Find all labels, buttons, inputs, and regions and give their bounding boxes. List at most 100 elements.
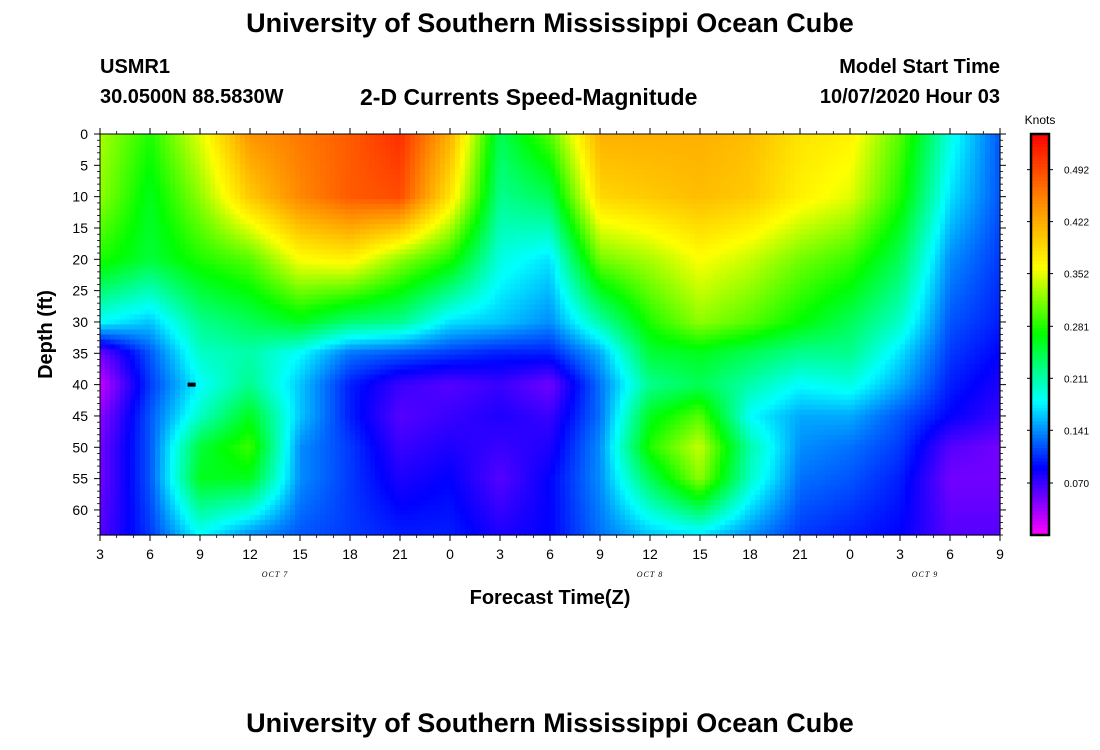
heatmap-cell (255, 229, 261, 235)
heatmap-cell (605, 164, 611, 170)
heatmap-cell (565, 189, 571, 195)
heatmap-cell (600, 179, 606, 185)
heatmap-cell (175, 189, 181, 195)
heatmap-cell (225, 179, 231, 185)
heatmap-cell (785, 144, 791, 150)
heatmap-cell (215, 169, 221, 175)
heatmap-cell (710, 264, 716, 270)
heatmap-cell (545, 159, 551, 165)
heatmap-cell (370, 224, 376, 230)
heatmap-cell (405, 134, 411, 140)
heatmap-cell (565, 194, 571, 200)
heatmap-cell (705, 134, 711, 140)
heatmap-cell (620, 164, 626, 170)
heatmap-cell (860, 164, 866, 170)
heatmap-cell (180, 229, 186, 235)
heatmap-cell (595, 214, 601, 220)
heatmap-cell (690, 179, 696, 185)
heatmap-cell (410, 189, 416, 195)
heatmap-cell (870, 244, 876, 250)
heatmap-cell (405, 184, 411, 190)
heatmap-cell (510, 179, 516, 185)
heatmap-cell (900, 184, 906, 190)
heatmap-cell (440, 234, 446, 240)
heatmap-cell (820, 164, 826, 170)
heatmap-cell (610, 149, 616, 155)
heatmap-cell (465, 139, 471, 145)
heatmap-cell (820, 249, 826, 255)
heatmap-cell (520, 199, 526, 205)
heatmap-cell (380, 184, 386, 190)
heatmap-cell (520, 219, 526, 225)
heatmap-cell (450, 139, 456, 145)
heatmap-cell (355, 204, 361, 210)
heatmap-cell (775, 239, 781, 245)
heatmap-cell (320, 224, 326, 230)
heatmap-cell (255, 144, 261, 150)
heatmap-cell (765, 224, 771, 230)
heatmap-cell (560, 269, 566, 275)
heatmap-cell (390, 194, 396, 200)
heatmap-cell (555, 254, 561, 260)
heatmap-cell (120, 234, 126, 240)
heatmap-cell (175, 199, 181, 205)
heatmap-cell (315, 214, 321, 220)
heatmap-cell (505, 229, 511, 235)
heatmap-cell (560, 139, 566, 145)
heatmap-cell (375, 154, 381, 160)
heatmap-cell (795, 219, 801, 225)
heatmap-cell (365, 249, 371, 255)
heatmap-cell (285, 239, 291, 245)
heatmap-cell (205, 269, 211, 275)
heatmap-cell (770, 214, 776, 220)
heatmap-cell (310, 224, 316, 230)
heatmap-cell (735, 269, 741, 275)
heatmap-cell (990, 249, 996, 255)
heatmap-cell (135, 184, 141, 190)
heatmap-cell (875, 164, 881, 170)
heatmap-cell (460, 159, 466, 165)
heatmap-cell (450, 249, 456, 255)
heatmap-cell (865, 184, 871, 190)
heatmap-cell (930, 134, 936, 140)
heatmap-cell (315, 149, 321, 155)
heatmap-cell (575, 154, 581, 160)
heatmap-cell (770, 244, 776, 250)
heatmap-cell (295, 134, 301, 140)
heatmap-cell (870, 189, 876, 195)
heatmap-cell (595, 259, 601, 265)
heatmap-cell (415, 144, 421, 150)
heatmap-cell (620, 169, 626, 175)
heatmap-cell (950, 179, 956, 185)
heatmap-cell (875, 219, 881, 225)
heatmap-cell (180, 144, 186, 150)
heatmap-cell (755, 154, 761, 160)
heatmap-cell (660, 134, 666, 140)
heatmap-cell (830, 239, 836, 245)
heatmap-cell (440, 249, 446, 255)
heatmap-cell (640, 224, 646, 230)
heatmap-cell (125, 154, 131, 160)
heatmap-cell (870, 194, 876, 200)
heatmap-cell (120, 254, 126, 260)
heatmap-cell (135, 264, 141, 270)
heatmap-cell (400, 239, 406, 245)
heatmap-cell (850, 259, 856, 265)
heatmap-cell (345, 164, 351, 170)
heatmap-cell (175, 169, 181, 175)
heatmap-cell (410, 174, 416, 180)
heatmap-cell (375, 169, 381, 175)
heatmap-cell (925, 194, 931, 200)
heatmap-cell (390, 149, 396, 155)
heatmap-cell (570, 199, 576, 205)
heatmap-cell (545, 234, 551, 240)
heatmap-cell (985, 169, 991, 175)
heatmap-cell (165, 234, 171, 240)
heatmap-cell (915, 144, 921, 150)
heatmap-cell (765, 259, 771, 265)
heatmap-cell (230, 224, 236, 230)
heatmap-cell (380, 149, 386, 155)
heatmap-cell (540, 164, 546, 170)
heatmap-cell (345, 204, 351, 210)
heatmap-cell (960, 169, 966, 175)
